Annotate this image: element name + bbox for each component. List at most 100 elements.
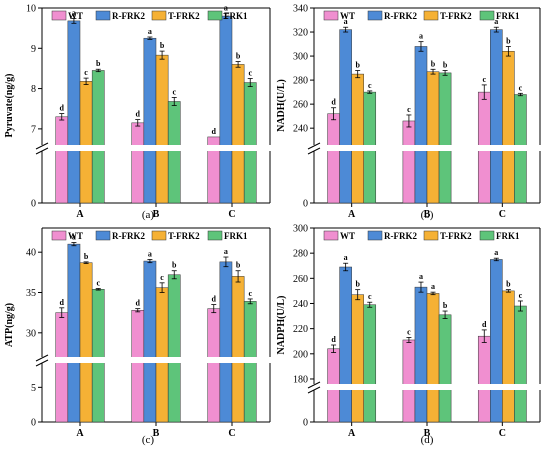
y-tick-label: 260 bbox=[293, 274, 308, 285]
y-tick-label: 0 bbox=[303, 199, 308, 210]
axis-break-band bbox=[308, 384, 546, 390]
significance-label: d bbox=[136, 299, 141, 308]
axis-break-mark bbox=[307, 142, 321, 150]
bar-wt-c bbox=[477, 335, 491, 423]
legend-swatch bbox=[479, 230, 495, 241]
significance-label: a bbox=[344, 17, 348, 26]
y-tick-label: 200 bbox=[293, 349, 308, 360]
bar-frk1-c bbox=[514, 305, 527, 423]
axis-break-mark bbox=[307, 381, 321, 389]
legend-label: T-FRK2 bbox=[440, 11, 472, 21]
bar-frk1-b bbox=[167, 101, 181, 204]
y-tick-label: 5 bbox=[31, 383, 36, 394]
bar-wt-c bbox=[207, 308, 221, 423]
axis-break-mark bbox=[35, 142, 49, 150]
significance-label: d bbox=[331, 98, 336, 107]
significance-label: b bbox=[172, 261, 177, 270]
significance-label: b bbox=[443, 301, 448, 310]
significance-label: a bbox=[72, 8, 76, 17]
significance-label: a bbox=[494, 17, 498, 26]
bar-r-frk2-b bbox=[414, 286, 428, 423]
significance-label: b bbox=[96, 59, 101, 68]
chart-panel-4: 1802002202402602803000NADPH(U/L)AdabcBca… bbox=[276, 224, 546, 446]
legend-swatch bbox=[151, 230, 167, 241]
axis-break-band bbox=[308, 145, 546, 151]
bar-r-frk2-b bbox=[143, 260, 157, 423]
y-tick-label: 30 bbox=[26, 328, 36, 339]
legend-label: WT bbox=[340, 11, 355, 21]
legend-label: WT bbox=[68, 231, 83, 241]
legend-swatch bbox=[323, 10, 339, 21]
bar-frk1-b bbox=[438, 72, 452, 204]
bar-r-frk2-a bbox=[339, 266, 352, 423]
y-tick-label: 240 bbox=[293, 124, 308, 135]
significance-label: d bbox=[482, 320, 487, 329]
legend-swatch bbox=[95, 10, 111, 21]
legend-label: T-FRK2 bbox=[440, 231, 472, 241]
y-tick-label: 320 bbox=[293, 28, 308, 39]
legend-swatch bbox=[323, 230, 339, 241]
significance-label: b bbox=[160, 41, 165, 50]
panel-label: (c) bbox=[142, 434, 155, 446]
significance-label: b bbox=[506, 36, 511, 45]
y-tick-label: 35 bbox=[26, 288, 36, 299]
significance-label: d bbox=[60, 298, 65, 307]
significance-label: a bbox=[72, 233, 76, 242]
significance-label: d bbox=[136, 110, 141, 119]
significance-label: b bbox=[355, 60, 360, 69]
bar-frk1-b bbox=[438, 314, 452, 423]
significance-label: a bbox=[419, 32, 423, 41]
significance-label: c bbox=[519, 291, 523, 300]
bar-r-frk2-c bbox=[219, 261, 233, 423]
significance-label: a bbox=[224, 247, 228, 256]
x-tick-label: A bbox=[76, 209, 84, 220]
significance-label: d bbox=[60, 104, 65, 113]
x-tick-label: B bbox=[153, 209, 160, 220]
x-tick-label: B bbox=[153, 428, 160, 439]
legend-label: WT bbox=[340, 231, 355, 241]
x-tick-label: C bbox=[228, 428, 235, 439]
legend-swatch bbox=[479, 10, 495, 21]
bar-frk1-a bbox=[91, 70, 105, 204]
bar-frk1-c bbox=[243, 82, 257, 204]
legend-swatch bbox=[51, 10, 67, 21]
legend-label: FRK1 bbox=[224, 231, 248, 241]
x-tick-label: B bbox=[424, 428, 431, 439]
significance-label: b bbox=[431, 59, 436, 68]
y-tick-label: 0 bbox=[31, 418, 36, 429]
axis-break-mark bbox=[307, 386, 321, 394]
y-tick-label: 10 bbox=[26, 4, 36, 15]
bar-t-frk2-c bbox=[502, 290, 515, 423]
significance-label: d bbox=[212, 127, 217, 136]
significance-label: c bbox=[519, 83, 523, 92]
legend-label: FRK1 bbox=[496, 231, 520, 241]
significance-label: c bbox=[160, 273, 164, 282]
y-tick-label: 7 bbox=[31, 124, 36, 135]
bar-t-frk2-b bbox=[426, 71, 440, 204]
y-tick-label: 300 bbox=[293, 224, 308, 235]
bar-r-frk2-a bbox=[67, 20, 81, 204]
axis-break-band bbox=[36, 357, 276, 363]
bar-t-frk2-c bbox=[231, 64, 245, 204]
bar-t-frk2-b bbox=[155, 287, 169, 423]
significance-label: a bbox=[344, 253, 348, 262]
y-tick-label: 40 bbox=[26, 248, 36, 259]
y-tick-label: 180 bbox=[293, 374, 308, 385]
bar-r-frk2-c bbox=[490, 29, 503, 204]
panel-label: (d) bbox=[421, 434, 434, 446]
bar-wt-b bbox=[131, 309, 145, 423]
x-tick-label: A bbox=[76, 428, 84, 439]
x-tick-label: A bbox=[348, 209, 356, 220]
legend-label: FRK1 bbox=[224, 11, 248, 21]
bar-wt-b bbox=[402, 120, 416, 204]
bar-t-frk2-a bbox=[79, 262, 93, 423]
x-tick-label: A bbox=[348, 428, 356, 439]
y-axis-title: NADPH(U/L) bbox=[276, 296, 287, 355]
bar-t-frk2-b bbox=[155, 54, 169, 204]
y-tick-label: 260 bbox=[293, 100, 308, 111]
legend-label: T-FRK2 bbox=[168, 231, 200, 241]
legend-swatch bbox=[207, 230, 223, 241]
bar-r-frk2-c bbox=[219, 15, 233, 204]
x-tick-label: C bbox=[499, 428, 506, 439]
significance-label: b bbox=[84, 252, 89, 261]
